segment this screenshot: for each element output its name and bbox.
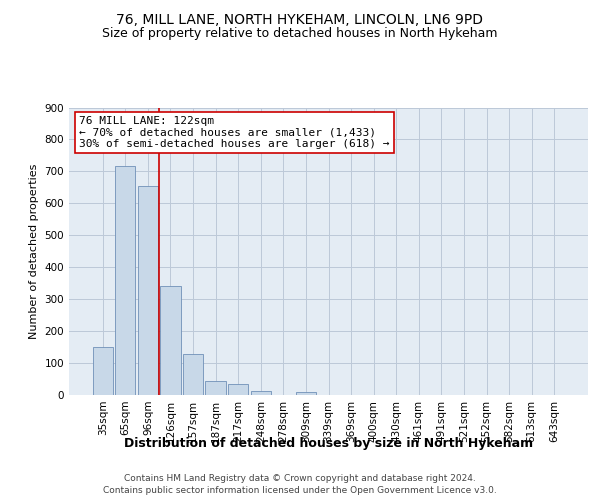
Text: Contains HM Land Registry data © Crown copyright and database right 2024.: Contains HM Land Registry data © Crown c… (124, 474, 476, 483)
Text: 76, MILL LANE, NORTH HYKEHAM, LINCOLN, LN6 9PD: 76, MILL LANE, NORTH HYKEHAM, LINCOLN, L… (116, 12, 484, 26)
Bar (228, 384, 248, 395)
Bar (205, 380, 226, 395)
Y-axis label: Number of detached properties: Number of detached properties (29, 164, 39, 339)
Bar (92, 347, 113, 395)
Bar (251, 391, 271, 395)
Bar (183, 354, 203, 395)
Bar (160, 286, 181, 395)
Text: Distribution of detached houses by size in North Hykeham: Distribution of detached houses by size … (124, 438, 533, 450)
Text: 76 MILL LANE: 122sqm
← 70% of detached houses are smaller (1,433)
30% of semi-de: 76 MILL LANE: 122sqm ← 70% of detached h… (79, 116, 390, 150)
Bar (138, 186, 158, 395)
Text: Contains public sector information licensed under the Open Government Licence v3: Contains public sector information licen… (103, 486, 497, 495)
Bar (296, 392, 316, 395)
Bar (115, 166, 136, 395)
Text: Size of property relative to detached houses in North Hykeham: Size of property relative to detached ho… (102, 28, 498, 40)
